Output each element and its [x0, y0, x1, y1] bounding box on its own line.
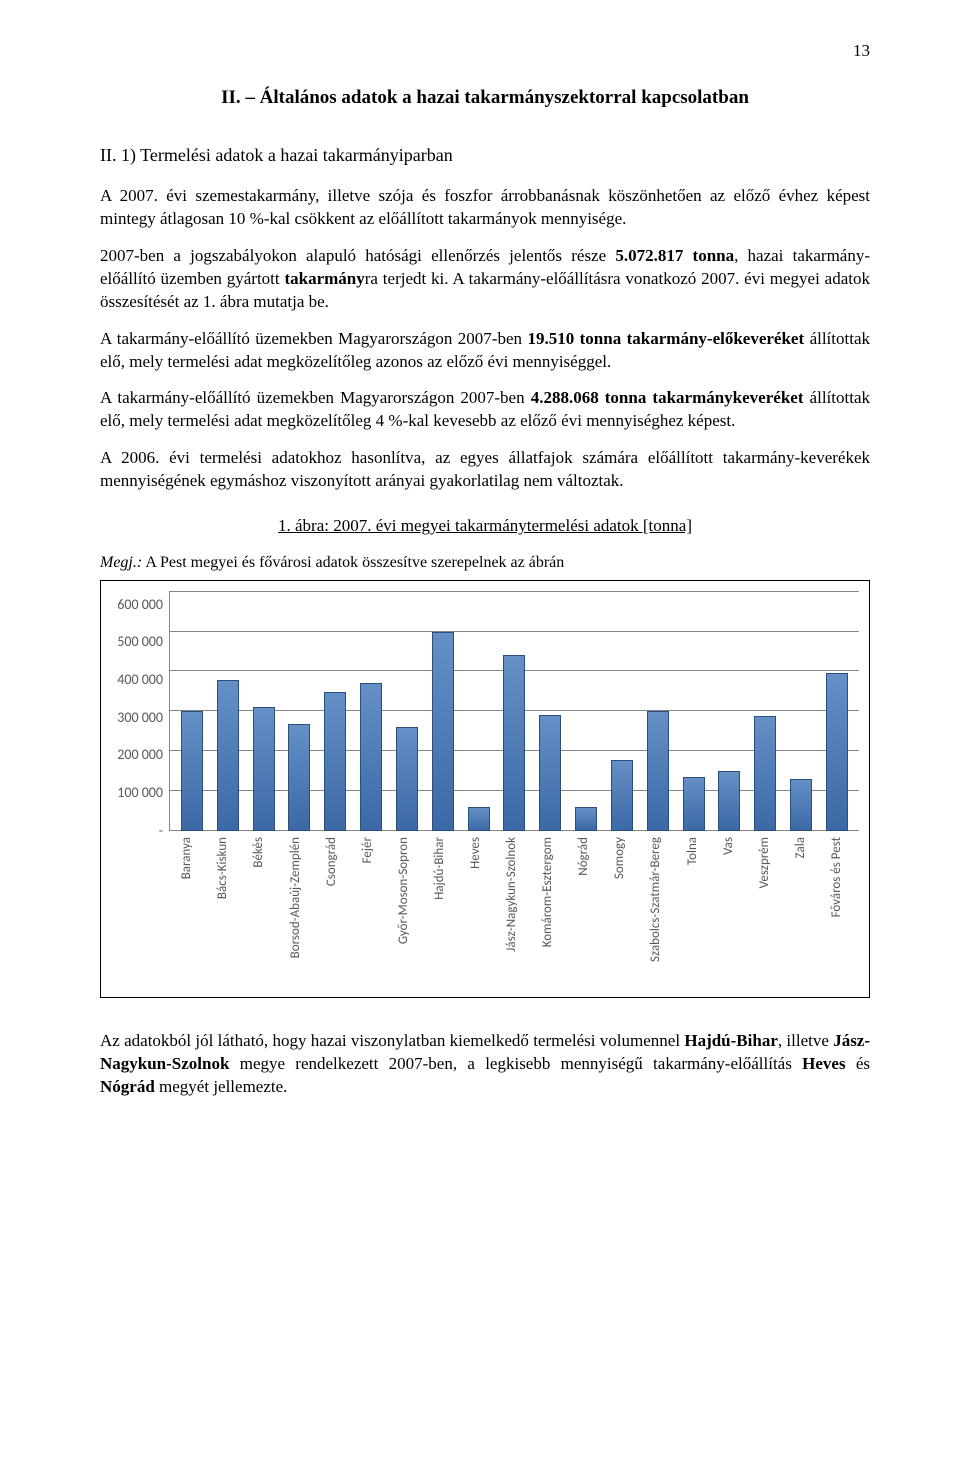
bar	[253, 707, 275, 831]
chart-bars	[170, 591, 859, 831]
bar	[754, 716, 776, 831]
y-tick-label: 400 000	[117, 673, 163, 687]
page-number: 13	[100, 40, 870, 63]
x-tick-label: Borsod-Abaúj-Zemplén	[284, 837, 306, 993]
y-tick-label: 100 000	[117, 786, 163, 800]
y-tick-label: 300 000	[117, 711, 163, 725]
pb-text-c: , illetve	[778, 1031, 833, 1050]
bar	[503, 655, 525, 831]
x-tick-label: Somogy	[609, 837, 631, 993]
paragraph-1: A 2007. évi szemestakarmány, illetve szó…	[100, 185, 870, 231]
bar	[647, 711, 669, 831]
pb-text-i: megyét jellemezte.	[155, 1077, 288, 1096]
x-tick-label: Nógrád	[573, 837, 595, 993]
pb-text-a: Az adatokból jól látható, hogy hazai vis…	[100, 1031, 684, 1050]
x-tick-label: Tolna	[681, 837, 703, 993]
p4-bold: 4.288.068 tonna takarmánykeveréket	[531, 388, 804, 407]
x-tick-label: Bács-Kiskun	[212, 837, 234, 993]
y-tick-label: 200 000	[117, 748, 163, 762]
y-tick-label: 500 000	[117, 635, 163, 649]
y-tick-label: -	[159, 824, 163, 838]
bar	[790, 779, 812, 831]
x-tick-label: Jász-Nagykun-Szolnok	[501, 837, 523, 993]
bar	[324, 692, 346, 831]
paragraph-5: A 2006. évi termelési adatokhoz hasonlít…	[100, 447, 870, 493]
chart-x-axis: Baranya Bács-Kiskun Békés Borsod-Abaúj-Zemp…	[101, 837, 859, 993]
x-tick-label: Fejér	[357, 837, 379, 993]
bar	[396, 727, 418, 831]
paragraph-3: A takarmány-előállító üzemekben Magyaror…	[100, 328, 870, 374]
paragraph-4: A takarmány-előállító üzemekben Magyaror…	[100, 387, 870, 433]
p2-bold-amount: 5.072.817 tonna	[615, 246, 734, 265]
x-tick-label: Zala	[790, 837, 812, 993]
pb-text-g: és	[846, 1054, 870, 1073]
p3-text-a: A takarmány-előállító üzemekben Magyaror…	[100, 329, 527, 348]
paragraph-2: 2007-ben a jogszabályokon alapuló hatósá…	[100, 245, 870, 314]
figure-title: 1. ábra: 2007. évi megyei takarmányterme…	[100, 515, 870, 538]
paragraph-bottom: Az adatokból jól látható, hogy hazai vis…	[100, 1030, 870, 1099]
x-tick-label: Békés	[248, 837, 270, 993]
x-tick-label: Heves	[465, 837, 487, 993]
chart-plot	[169, 591, 859, 831]
p2-text-a: 2007-ben a jogszabályokon alapuló hatósá…	[100, 246, 615, 265]
bar	[575, 807, 597, 831]
bar	[539, 715, 561, 831]
chart-container: 600 000 500 000 400 000 300 000 200 000 100 0…	[100, 580, 870, 998]
x-tick-label: Hajdú-Bihar	[429, 837, 451, 993]
chart-y-axis: 600 000 500 000 400 000 300 000 200 000 100 0…	[101, 591, 169, 831]
pb-text-e: megye rendelkezett 2007-ben, a legkisebb…	[229, 1054, 802, 1073]
pb-bold-4: Nógrád	[100, 1077, 155, 1096]
x-tick-label: Főváros és Pest	[826, 837, 848, 993]
section-heading: II. – Általános adatok a hazai takarmány…	[100, 85, 870, 111]
bar	[468, 807, 490, 831]
bar	[683, 777, 705, 831]
pb-bold-1: Hajdú-Bihar	[684, 1031, 778, 1050]
bar	[826, 673, 848, 831]
bar	[288, 724, 310, 831]
x-tick-label: Baranya	[176, 837, 198, 993]
y-tick-label: 600 000	[117, 598, 163, 612]
bar	[217, 680, 239, 831]
x-tick-label: Csongrád	[320, 837, 342, 993]
x-tick-label: Komárom-Esztergom	[537, 837, 559, 993]
bar	[718, 771, 740, 831]
figure-note-prefix: Megj.:	[100, 554, 142, 571]
bar	[432, 632, 454, 831]
p4-text-a: A takarmány-előállító üzemekben Magyaror…	[100, 388, 531, 407]
p2-bold-word: takarmány	[284, 269, 364, 288]
figure-note: Megj.: A Pest megyei és fővárosi adatok …	[100, 552, 870, 574]
subsection-heading: II. 1) Termelési adatok a hazai takarmán…	[100, 143, 870, 167]
pb-bold-3: Heves	[802, 1054, 845, 1073]
p3-bold: 19.510 tonna takarmány-előkeveréket	[527, 329, 804, 348]
figure-note-text: A Pest megyei és fővárosi adatok összesí…	[142, 554, 564, 571]
bar	[611, 760, 633, 831]
x-tick-label: Vas	[717, 837, 739, 993]
bar	[360, 683, 382, 831]
x-tick-label: Győr-Moson-Sopron	[393, 837, 415, 993]
x-tick-label: Szabolcs-Szatmár-Bereg	[645, 837, 667, 993]
bar	[181, 711, 203, 831]
x-tick-label: Veszprém	[754, 837, 776, 993]
